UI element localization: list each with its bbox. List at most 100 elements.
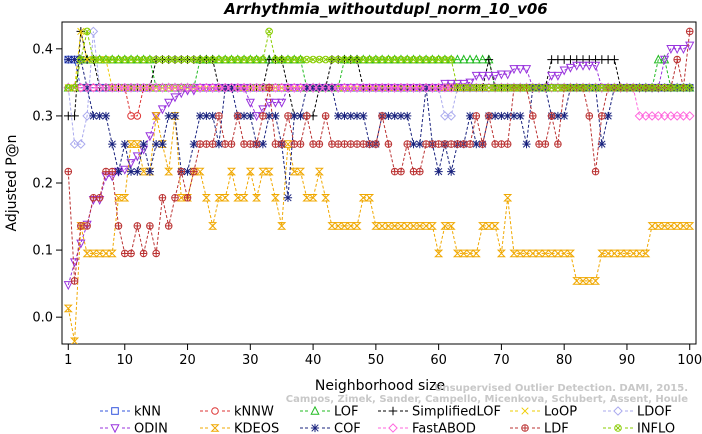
- data-point-odin: [182, 86, 193, 96]
- data-point-loop: [83, 55, 91, 64]
- data-point-kdeos: [358, 193, 368, 202]
- data-point-cof: [101, 111, 111, 121]
- legend-label-lof: LOF: [334, 405, 359, 420]
- data-point-odin: [270, 98, 281, 108]
- data-point-cof: [258, 139, 267, 149]
- data-point-ldf: [95, 194, 104, 202]
- data-point-ldf: [535, 140, 543, 148]
- series-line-odin: [67, 45, 690, 286]
- watermark-line-1: Unsupervised Outlier Detection. DAMI, 20…: [434, 383, 688, 394]
- data-point-ldf: [459, 140, 468, 148]
- data-point-kdeos: [484, 222, 494, 230]
- data-point-fastabod: [170, 82, 180, 93]
- data-point-ldf: [252, 140, 261, 148]
- data-point-inflo: [70, 84, 79, 92]
- data-point-inflo: [265, 27, 273, 36]
- data-point-ldof: [446, 111, 456, 121]
- data-point-ldf: [359, 140, 368, 148]
- data-point-ldof: [440, 111, 450, 121]
- series-line-knn: [68, 59, 690, 89]
- data-point-odin: [82, 220, 92, 230]
- data-point-ldf: [227, 140, 236, 148]
- data-point-cof: [239, 111, 249, 121]
- data-point-fastabod: [421, 82, 431, 93]
- data-point-inflo: [566, 84, 575, 92]
- legend-item-cof: COF: [300, 422, 361, 434]
- data-point-kdeos: [666, 222, 676, 230]
- x-tick-label: 40: [305, 353, 322, 368]
- legend-label-ldf: LDF: [544, 422, 569, 434]
- data-point-cof: [384, 111, 393, 121]
- data-point-inflo: [83, 27, 91, 36]
- data-point-fastabod: [239, 82, 249, 93]
- data-point-kdeos: [208, 222, 218, 230]
- data-point-kdeos: [252, 193, 262, 202]
- data-point-kdeos: [515, 249, 525, 258]
- legend-marker-cof: [310, 423, 320, 433]
- data-point-fastabod: [364, 82, 375, 93]
- legend-marker-simplifiedlof: [388, 406, 398, 416]
- x-tick-label: 100: [677, 353, 702, 368]
- data-point-ldf: [409, 167, 418, 176]
- data-point-cof: [503, 111, 512, 121]
- data-point-cof: [509, 111, 519, 121]
- data-point-kdeos: [377, 222, 387, 230]
- x-tick-label: 70: [493, 353, 510, 368]
- data-point-ldf: [64, 167, 73, 176]
- data-point-ldf: [127, 249, 135, 258]
- data-point-odin: [490, 71, 500, 81]
- data-point-kdeos: [132, 140, 142, 148]
- data-point-odin: [264, 98, 274, 108]
- data-point-fastabod: [220, 82, 231, 93]
- data-point-lof: [477, 54, 488, 64]
- data-point-cof: [403, 111, 412, 121]
- data-point-cof: [158, 139, 167, 149]
- data-point-kdeos: [302, 193, 312, 202]
- data-point-odin: [584, 61, 594, 71]
- data-point-odin: [157, 105, 168, 115]
- data-point-cof: [189, 139, 198, 149]
- series-layer: [63, 26, 695, 344]
- data-point-odin: [471, 71, 481, 81]
- data-point-fastabod: [251, 82, 262, 93]
- data-point-kdeos: [264, 167, 274, 176]
- data-point-odin: [503, 70, 513, 80]
- data-point-kdeos: [289, 167, 299, 176]
- legend-label-knnw: kNNW: [234, 405, 274, 420]
- data-point-ldf: [315, 140, 324, 148]
- data-point-lof: [459, 54, 469, 64]
- data-point-fastabod: [678, 111, 689, 121]
- data-point-inflo: [572, 84, 581, 92]
- data-point-cof: [108, 139, 117, 149]
- data-point-fastabod: [327, 82, 337, 93]
- data-point-kdeos: [245, 167, 255, 176]
- data-point-kdeos: [214, 193, 224, 202]
- data-point-ldf: [146, 222, 154, 230]
- data-point-odin: [465, 78, 475, 88]
- data-point-ldf: [190, 167, 198, 176]
- data-point-ldf: [478, 140, 487, 148]
- data-point-cof: [70, 55, 79, 64]
- data-point-odin: [666, 45, 676, 55]
- data-point-ldf: [673, 55, 681, 64]
- data-point-ldf: [77, 222, 85, 230]
- data-point-fastabod: [182, 82, 193, 93]
- data-point-ldf: [259, 112, 267, 120]
- data-point-ldf: [152, 249, 160, 258]
- data-point-cof: [95, 111, 104, 121]
- data-point-ldf: [240, 140, 248, 148]
- data-point-inflo: [522, 84, 531, 92]
- data-point-fastabod: [634, 111, 645, 121]
- data-point-kdeos: [459, 249, 469, 258]
- data-point-cof: [114, 167, 123, 176]
- y-tick-label: 0.2: [32, 177, 53, 192]
- data-point-fastabod: [157, 82, 168, 93]
- x-tick-label: 30: [242, 353, 259, 368]
- data-point-kdeos: [176, 193, 186, 202]
- data-point-kdeos: [402, 222, 412, 230]
- data-point-fastabod: [201, 82, 212, 93]
- data-point-cof: [133, 167, 142, 176]
- data-point-ldf: [89, 194, 98, 202]
- data-point-kdeos: [120, 193, 130, 202]
